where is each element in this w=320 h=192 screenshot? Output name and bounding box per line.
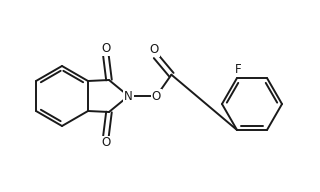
Text: F: F [235,63,241,75]
Text: O: O [101,42,111,55]
Text: O: O [101,137,111,150]
Text: O: O [149,43,159,56]
Text: N: N [124,89,133,103]
Text: O: O [152,89,161,103]
